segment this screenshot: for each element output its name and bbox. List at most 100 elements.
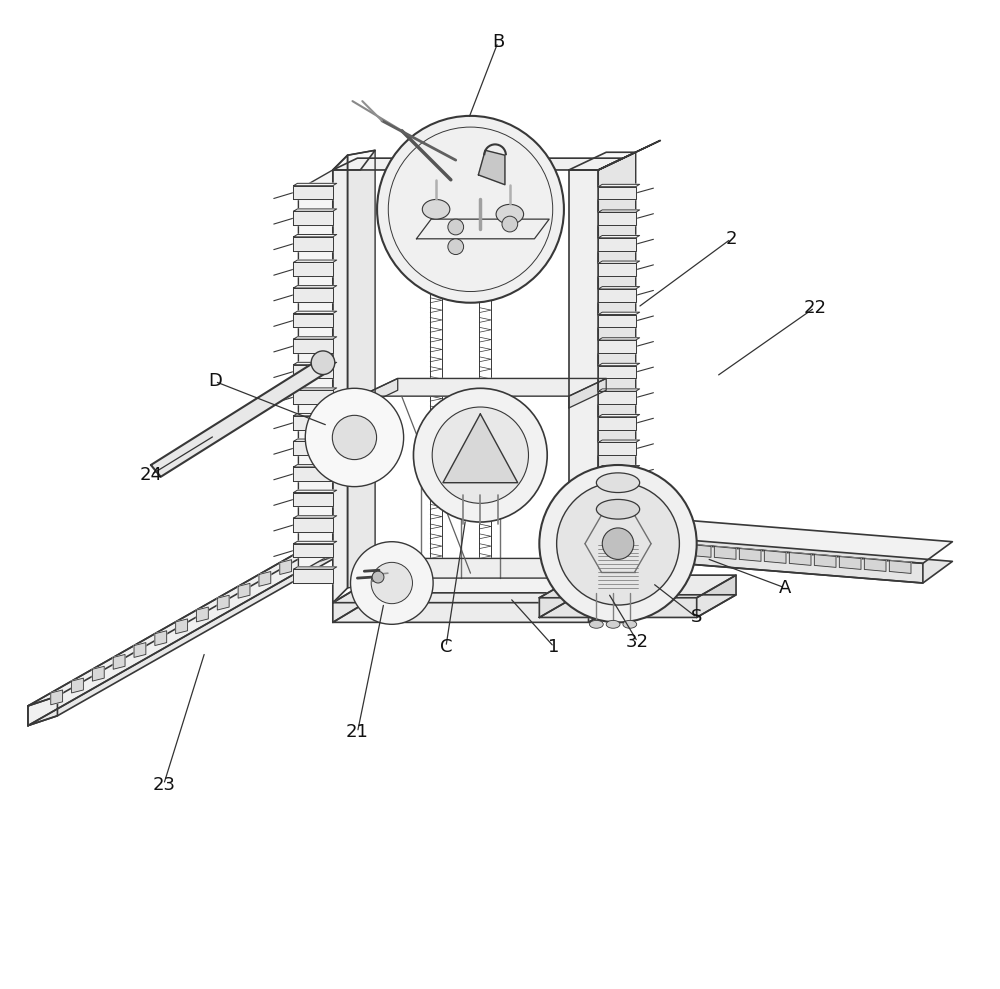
Polygon shape [814, 555, 836, 568]
Polygon shape [293, 567, 337, 570]
Circle shape [502, 217, 518, 231]
Polygon shape [196, 607, 208, 622]
Polygon shape [293, 260, 337, 262]
Polygon shape [280, 560, 292, 575]
Circle shape [311, 351, 335, 375]
Polygon shape [293, 493, 333, 506]
Polygon shape [598, 366, 636, 379]
Polygon shape [598, 545, 636, 558]
Polygon shape [333, 574, 638, 602]
Polygon shape [598, 287, 640, 289]
Polygon shape [293, 262, 333, 276]
Text: 32: 32 [626, 633, 649, 651]
Polygon shape [889, 561, 911, 574]
Polygon shape [598, 516, 640, 519]
Polygon shape [789, 553, 811, 566]
Polygon shape [92, 667, 104, 681]
Polygon shape [443, 413, 518, 483]
Polygon shape [598, 187, 636, 200]
Polygon shape [293, 391, 333, 405]
Polygon shape [28, 696, 57, 726]
Polygon shape [333, 158, 623, 170]
Ellipse shape [422, 200, 450, 220]
Polygon shape [333, 574, 382, 622]
Text: 21: 21 [346, 724, 369, 742]
Text: B: B [492, 33, 504, 51]
Text: 24: 24 [139, 466, 162, 484]
Polygon shape [293, 209, 337, 212]
Polygon shape [689, 545, 711, 557]
Polygon shape [598, 571, 636, 583]
Polygon shape [618, 539, 923, 583]
Polygon shape [293, 439, 337, 441]
Polygon shape [293, 286, 337, 288]
Polygon shape [864, 559, 886, 572]
Polygon shape [293, 314, 333, 327]
Polygon shape [598, 466, 640, 468]
Polygon shape [51, 690, 63, 705]
Circle shape [371, 563, 412, 603]
Polygon shape [293, 362, 337, 365]
Ellipse shape [623, 620, 637, 628]
Text: C: C [440, 638, 452, 656]
Polygon shape [293, 337, 337, 339]
Polygon shape [598, 519, 636, 532]
Polygon shape [598, 392, 636, 405]
Circle shape [305, 389, 404, 487]
Polygon shape [589, 574, 638, 622]
Polygon shape [293, 491, 337, 493]
Circle shape [332, 415, 377, 460]
Polygon shape [293, 234, 337, 236]
Polygon shape [569, 170, 598, 602]
Circle shape [602, 528, 634, 560]
Polygon shape [598, 261, 640, 263]
Polygon shape [598, 568, 640, 571]
Polygon shape [764, 551, 786, 564]
Polygon shape [610, 549, 667, 564]
Polygon shape [293, 515, 337, 518]
Circle shape [351, 542, 433, 624]
Polygon shape [739, 549, 761, 562]
Polygon shape [478, 150, 505, 185]
Polygon shape [539, 576, 736, 597]
Polygon shape [598, 414, 640, 416]
Polygon shape [293, 544, 333, 558]
Polygon shape [598, 213, 636, 225]
Polygon shape [333, 592, 638, 622]
Polygon shape [598, 416, 636, 429]
Polygon shape [598, 140, 660, 170]
Polygon shape [113, 655, 125, 670]
Polygon shape [333, 150, 375, 170]
Text: 23: 23 [152, 775, 175, 793]
Polygon shape [293, 183, 337, 186]
Polygon shape [348, 150, 375, 587]
Ellipse shape [606, 620, 620, 628]
Polygon shape [298, 170, 333, 574]
Polygon shape [416, 220, 549, 238]
Polygon shape [28, 534, 343, 706]
Ellipse shape [496, 205, 524, 225]
Polygon shape [293, 465, 337, 467]
Polygon shape [293, 212, 333, 225]
Polygon shape [293, 186, 333, 200]
Text: S: S [691, 608, 702, 626]
Polygon shape [598, 235, 640, 237]
Polygon shape [28, 544, 313, 726]
Text: 2: 2 [725, 229, 737, 248]
Ellipse shape [596, 473, 640, 493]
Polygon shape [151, 357, 333, 477]
Polygon shape [598, 337, 640, 340]
Polygon shape [293, 518, 333, 532]
Circle shape [557, 483, 679, 605]
Polygon shape [293, 288, 333, 302]
Polygon shape [697, 576, 736, 617]
Polygon shape [598, 468, 636, 481]
Text: D: D [208, 373, 222, 391]
Polygon shape [539, 594, 736, 617]
Polygon shape [598, 315, 636, 327]
Polygon shape [293, 541, 337, 544]
Polygon shape [293, 413, 337, 415]
Polygon shape [598, 289, 636, 302]
Polygon shape [598, 389, 640, 392]
Polygon shape [598, 152, 636, 602]
